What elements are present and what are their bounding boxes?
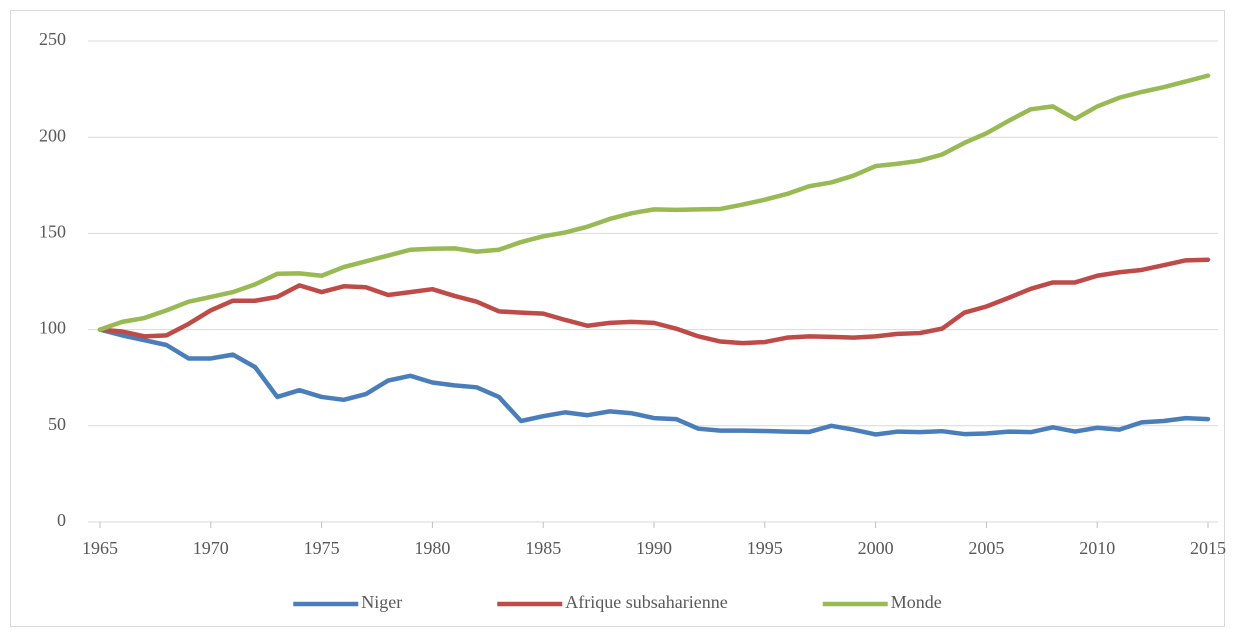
x-tick-label: 1980 xyxy=(414,538,450,558)
y-tick-label: 250 xyxy=(39,29,66,49)
x-tick-label: 2005 xyxy=(968,538,1004,558)
x-tick-label: 1995 xyxy=(747,538,783,558)
series-line xyxy=(97,257,1211,346)
x-tick-label: 1975 xyxy=(304,538,340,558)
y-tick-label: 100 xyxy=(39,318,66,338)
y-tick-label: 150 xyxy=(39,222,66,242)
y-tick-label: 200 xyxy=(39,125,66,145)
chart-border xyxy=(10,10,1225,627)
x-tick-label: 1990 xyxy=(636,538,672,558)
series-line xyxy=(97,327,1211,437)
x-tick-label: 1965 xyxy=(82,538,118,558)
y-tick-label: 0 xyxy=(57,510,66,530)
y-tick-label: 50 xyxy=(48,414,66,434)
x-tick-label: 2010 xyxy=(1079,538,1115,558)
x-tick-label: 2015 xyxy=(1190,538,1226,558)
series-line xyxy=(97,73,1211,332)
legend-label: Niger xyxy=(361,592,402,612)
x-tick-label: 1985 xyxy=(525,538,561,558)
legend-label: Afrique subsaharienne xyxy=(565,592,727,612)
legend-label: Monde xyxy=(891,592,942,612)
x-tick-label: 1970 xyxy=(193,538,229,558)
x-tick-label: 2000 xyxy=(858,538,894,558)
